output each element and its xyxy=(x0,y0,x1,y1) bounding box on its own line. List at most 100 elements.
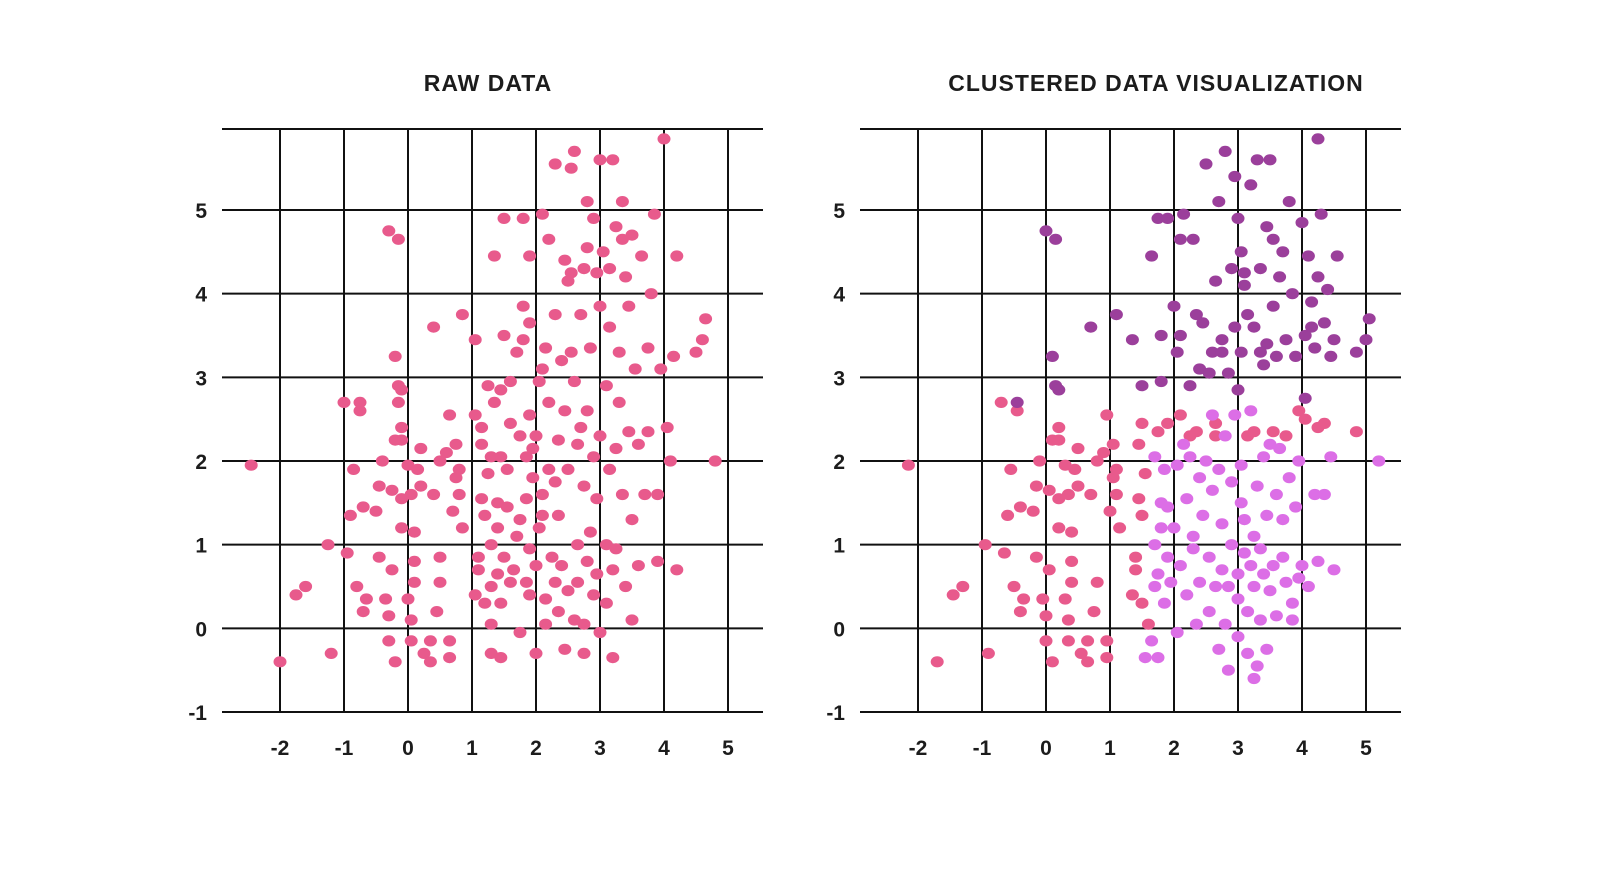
data-point-cluster-a xyxy=(1017,593,1031,605)
data-point-cluster-b xyxy=(1247,530,1261,542)
data-point-raw xyxy=(603,463,617,475)
data-point-raw xyxy=(577,263,591,275)
x-tick-label: 3 xyxy=(594,737,606,760)
data-point-raw xyxy=(491,497,505,509)
data-point-cluster-a xyxy=(1029,480,1043,492)
data-point-cluster-a xyxy=(1097,447,1111,459)
data-point-raw xyxy=(395,421,409,434)
data-point-cluster-c xyxy=(1234,246,1248,258)
data-point-raw xyxy=(577,618,591,630)
data-point-raw xyxy=(593,154,607,166)
data-point-cluster-c xyxy=(1250,154,1264,166)
data-point-raw xyxy=(475,438,489,450)
data-point-cluster-b xyxy=(1221,664,1235,676)
data-point-cluster-a xyxy=(1013,501,1027,513)
data-point-raw xyxy=(699,313,713,325)
data-point-cluster-c xyxy=(1145,250,1159,262)
data-point-cluster-b xyxy=(1145,635,1159,647)
data-point-raw xyxy=(587,212,601,224)
data-point-raw xyxy=(423,635,437,647)
data-point-raw xyxy=(391,233,405,245)
data-point-raw xyxy=(651,555,665,568)
data-point-raw xyxy=(497,329,511,342)
data-point-cluster-b xyxy=(1138,652,1152,664)
data-point-cluster-a xyxy=(1266,426,1280,438)
data-point-cluster-c xyxy=(1324,350,1338,362)
x-tick-label: 1 xyxy=(1104,737,1116,760)
data-point-cluster-c xyxy=(1231,212,1245,224)
data-point-raw xyxy=(513,514,527,526)
data-point-cluster-a xyxy=(1045,656,1059,668)
data-point-raw xyxy=(369,505,383,517)
data-point-raw xyxy=(452,463,466,475)
data-point-raw xyxy=(689,346,703,358)
data-point-raw xyxy=(548,309,562,321)
data-point-cluster-c xyxy=(1225,263,1239,275)
data-point-raw xyxy=(401,593,415,605)
data-point-cluster-b xyxy=(1183,451,1197,463)
data-point-raw xyxy=(359,593,373,605)
data-point-cluster-b xyxy=(1241,647,1255,660)
data-point-cluster-a xyxy=(1292,405,1306,417)
data-point-cluster-b xyxy=(1170,626,1184,639)
data-point-raw xyxy=(273,656,287,668)
tick-labels: -1 0 1 2 3 4 5 -2 -1 0 1 2 3 4 5 xyxy=(826,200,1372,760)
data-point-raw xyxy=(513,626,527,639)
data-point-cluster-b xyxy=(1199,455,1213,467)
data-point-cluster-c xyxy=(1279,334,1293,346)
data-point-cluster-c xyxy=(1305,321,1319,333)
data-point-cluster-b xyxy=(1164,576,1178,588)
data-point-cluster-c xyxy=(1273,271,1287,283)
data-point-raw xyxy=(548,576,562,588)
data-point-cluster-b xyxy=(1266,560,1280,572)
data-point-cluster-c xyxy=(1109,309,1123,321)
data-point-cluster-a xyxy=(1161,417,1175,429)
data-point-cluster-a xyxy=(1125,589,1139,601)
data-point-cluster-a xyxy=(1087,606,1101,618)
data-point-cluster-b xyxy=(1205,484,1219,496)
data-point-raw xyxy=(471,564,485,576)
data-point-cluster-a xyxy=(1061,488,1075,501)
data-point-cluster-c xyxy=(1289,350,1303,362)
data-point-raw xyxy=(609,543,623,555)
data-point-raw xyxy=(606,564,620,576)
data-point-cluster-b xyxy=(1218,430,1232,442)
data-point-cluster-a xyxy=(901,459,915,471)
data-point-cluster-b xyxy=(1196,509,1210,521)
data-point-raw xyxy=(353,405,367,417)
data-point-raw xyxy=(500,501,514,513)
y-tick-label: 0 xyxy=(833,618,845,641)
data-point-cluster-c xyxy=(1161,212,1175,224)
data-point-cluster-b xyxy=(1247,672,1261,685)
data-point-raw xyxy=(455,522,469,534)
data-point-raw xyxy=(350,580,364,593)
data-point-cluster-a xyxy=(1081,635,1095,647)
data-point-raw xyxy=(641,342,655,354)
data-point-raw xyxy=(631,560,645,572)
data-point-cluster-a xyxy=(1058,593,1072,605)
data-point-raw xyxy=(494,451,508,463)
data-point-raw xyxy=(638,488,652,501)
data-point-cluster-c xyxy=(1349,346,1363,358)
data-point-raw xyxy=(385,564,399,576)
data-point-raw xyxy=(503,375,517,388)
data-point-cluster-c xyxy=(1321,283,1335,296)
data-point-cluster-b xyxy=(1148,539,1162,551)
data-point-raw xyxy=(587,589,601,601)
data-point-cluster-a xyxy=(1129,564,1143,576)
data-point-raw xyxy=(395,434,409,446)
y-tick-label: 2 xyxy=(833,451,845,474)
data-point-cluster-a xyxy=(1065,576,1079,588)
data-point-cluster-b xyxy=(1212,643,1226,655)
data-point-cluster-a xyxy=(1042,484,1056,496)
data-point-raw xyxy=(500,463,514,475)
data-point-cluster-a xyxy=(1074,647,1088,660)
data-point-cluster-b xyxy=(1327,564,1341,576)
data-point-raw xyxy=(443,635,457,647)
data-point-cluster-a xyxy=(1135,597,1149,609)
data-point-cluster-c xyxy=(1209,275,1223,287)
data-point-cluster-c xyxy=(1212,196,1226,208)
data-point-raw xyxy=(343,509,357,521)
data-point-cluster-b xyxy=(1253,614,1267,626)
data-point-raw xyxy=(388,350,402,362)
